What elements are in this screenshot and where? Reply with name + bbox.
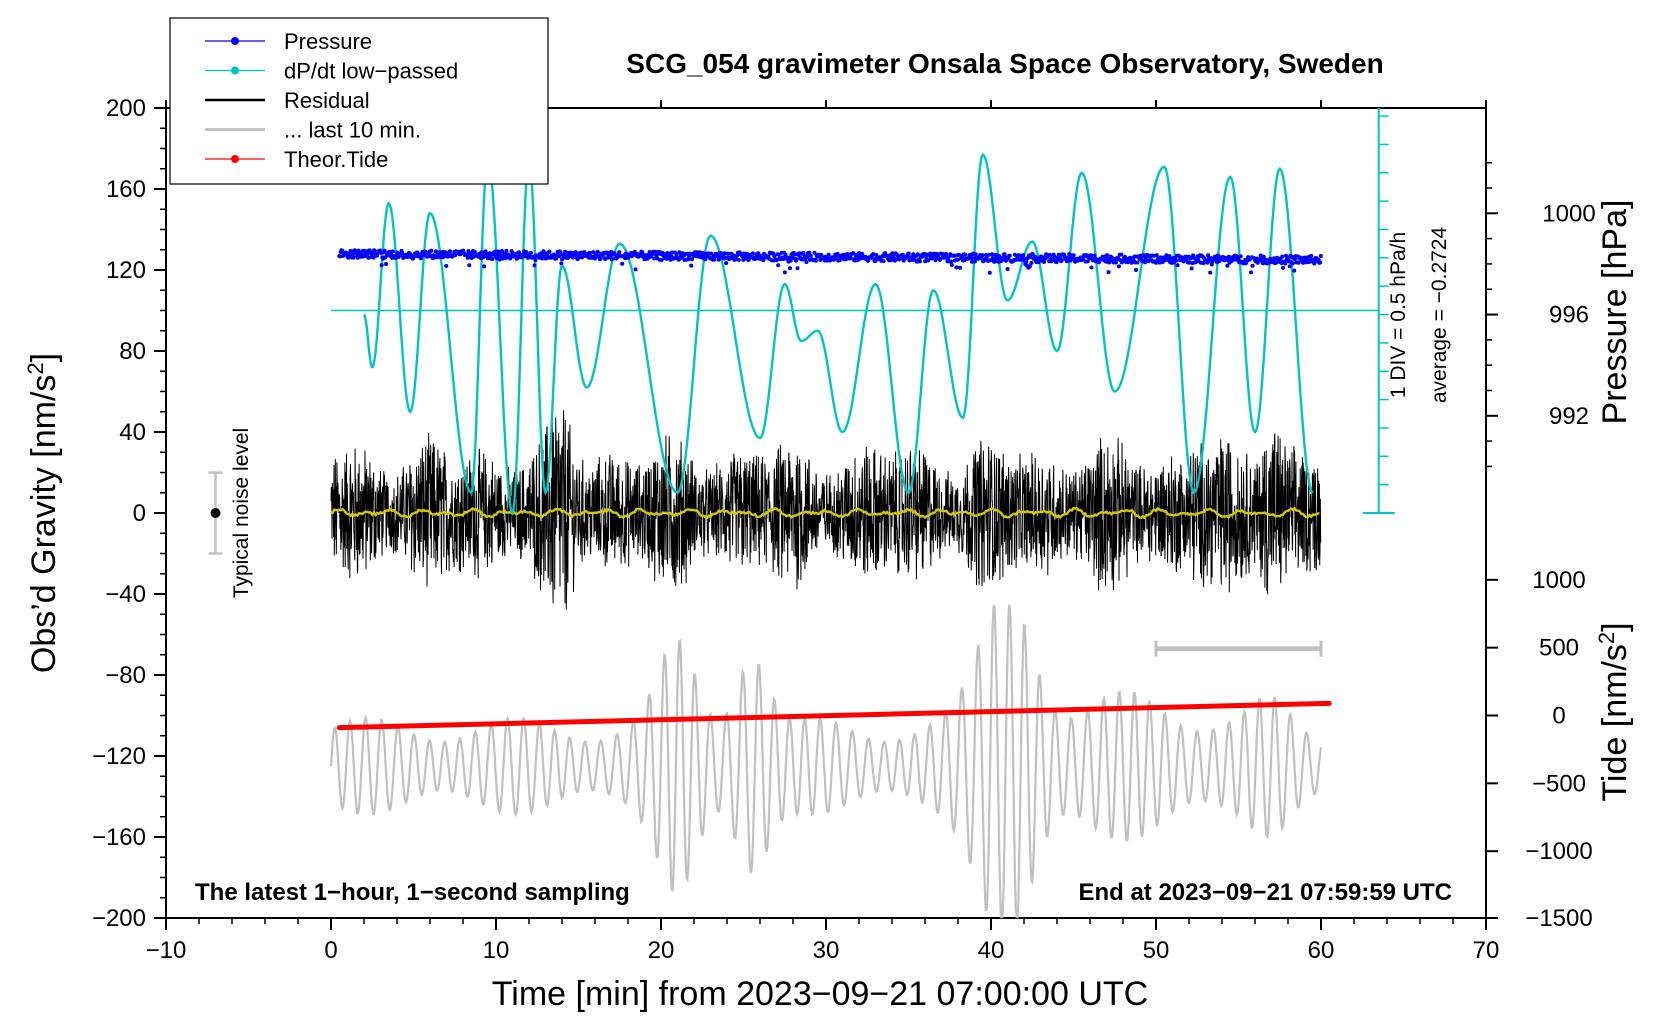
x-tick-label: −10 bbox=[146, 937, 187, 964]
y-tick-label: −40 bbox=[105, 581, 146, 608]
pressure-tick-label: 992 bbox=[1549, 403, 1589, 430]
legend-label: Theor.Tide bbox=[284, 147, 388, 172]
x-tick-label: 30 bbox=[813, 937, 840, 964]
theor-tide-line bbox=[336, 700, 1332, 731]
y-axis-left: 200 160 120 80 40 0 −40 −80 −120 −160 −200 bbox=[92, 95, 166, 932]
noise-dot bbox=[210, 508, 221, 518]
tide-tick-label: −1500 bbox=[1525, 905, 1592, 932]
x-tick-label: 20 bbox=[648, 937, 675, 964]
residual-line bbox=[330, 410, 1322, 610]
tide-tick-label: −500 bbox=[1532, 770, 1586, 797]
legend-swatch-dot bbox=[231, 155, 239, 163]
tide-tick-label: −1000 bbox=[1525, 838, 1592, 865]
x-tick-label: 60 bbox=[1308, 937, 1335, 964]
y-tick-label: 40 bbox=[119, 419, 146, 446]
noise-label: Typical noise level bbox=[230, 428, 253, 598]
legend-swatch-dot bbox=[231, 66, 239, 75]
dpdt-division-scale bbox=[1362, 108, 1395, 514]
annotation-sampling: The latest 1−hour, 1−second sampling bbox=[195, 879, 630, 906]
y-tick-label: −80 bbox=[105, 662, 146, 689]
x-tick-label: 40 bbox=[978, 937, 1005, 964]
typical-noise-marker bbox=[208, 471, 223, 555]
y-tick-label: −200 bbox=[92, 905, 146, 932]
div-label: 1 DIV = 0.5 hPa/h bbox=[1387, 232, 1410, 398]
long-period-line bbox=[329, 604, 1323, 919]
tide-axis-label: Tide [nm/s2] bbox=[1594, 622, 1635, 801]
legend: Pressure dP/dt low−passed Residual ... last… bbox=[169, 17, 549, 185]
legend-label: Pressure bbox=[284, 29, 372, 54]
x-tick-label: 0 bbox=[324, 937, 337, 964]
chart-title: SCG_054 gravimeter Onsala Space Observat… bbox=[626, 48, 1383, 79]
legend-swatch-dot bbox=[231, 37, 239, 45]
residual-smoothed-line bbox=[330, 506, 1320, 520]
pressure-axis-label: Pressure [hPa] bbox=[1596, 200, 1634, 425]
y-tick-label: 200 bbox=[106, 95, 146, 122]
y-tick-label: 0 bbox=[133, 500, 146, 527]
y-tick-label: 120 bbox=[106, 257, 146, 284]
y-tick-label: 160 bbox=[106, 176, 146, 203]
last-10-min-bar bbox=[1154, 640, 1323, 657]
x-tick-label: 10 bbox=[483, 937, 510, 964]
series-long-period-signal bbox=[329, 604, 1323, 919]
series-pressure bbox=[337, 248, 1323, 275]
tide-tick-label: 0 bbox=[1552, 703, 1565, 730]
y-tick-label: 80 bbox=[119, 338, 146, 365]
average-label: average = −0.2724 bbox=[1428, 227, 1451, 404]
x-tick-label: 50 bbox=[1143, 937, 1170, 964]
pressure-tick-label: 996 bbox=[1549, 302, 1589, 329]
y-tick-label: −160 bbox=[92, 824, 146, 851]
series-residual bbox=[330, 410, 1322, 610]
y-axis-label-left: Obs’d Gravity [nm/s2] bbox=[23, 353, 64, 673]
legend-label: ... last 10 min. bbox=[284, 118, 421, 143]
tide-tick-label: 500 bbox=[1539, 635, 1579, 662]
series-residual-smoothed bbox=[330, 506, 1320, 520]
y-tick-label: −120 bbox=[92, 743, 146, 770]
x-tick-label: 70 bbox=[1473, 937, 1500, 964]
x-axis: −10 0 10 20 30 40 50 60 70 bbox=[146, 100, 1500, 964]
pressure-axis: 1000 996 992 bbox=[1486, 161, 1596, 468]
tide-axis: 1000 500 0 −500 −1000 −1500 bbox=[1486, 567, 1593, 932]
legend-label: Residual bbox=[284, 88, 370, 113]
x-axis-label: Time [min] from 2023−09−21 07:00:00 UTC bbox=[492, 975, 1148, 1013]
pressure-tick-label: 1000 bbox=[1542, 200, 1595, 227]
pressure-points bbox=[337, 248, 1323, 275]
annotation-end-time: End at 2023−09−21 07:59:59 UTC bbox=[1078, 879, 1452, 906]
tide-tick-label: 1000 bbox=[1532, 567, 1585, 594]
series-theor-tide bbox=[336, 700, 1332, 731]
legend-label: dP/dt low−passed bbox=[284, 59, 458, 84]
